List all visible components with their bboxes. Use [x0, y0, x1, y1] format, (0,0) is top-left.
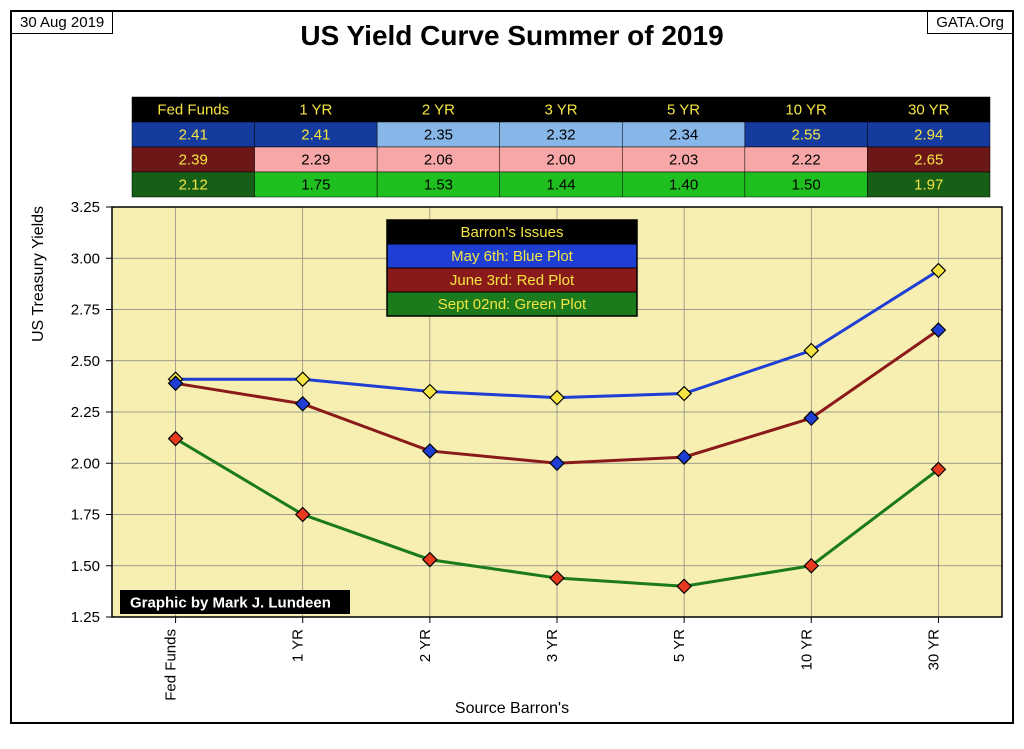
svg-text:10 YR: 10 YR — [785, 102, 827, 119]
svg-text:5 YR: 5 YR — [667, 102, 700, 119]
svg-text:Fed Funds: Fed Funds — [157, 102, 229, 119]
svg-text:1.97: 1.97 — [914, 177, 943, 194]
svg-text:June 3rd: Red Plot: June 3rd: Red Plot — [450, 272, 575, 289]
yield-curve-chart: 1.25 1.50 1.75 2.00 2.25 2.50 2.75 3.00 3.25 Fed … — [12, 12, 1012, 722]
svg-text:Barron's Issues: Barron's Issues — [461, 224, 564, 241]
svg-text:2.55: 2.55 — [792, 127, 821, 144]
svg-text:5 YR: 5 YR — [671, 629, 688, 662]
svg-text:2.12: 2.12 — [179, 177, 208, 194]
svg-text:2.39: 2.39 — [179, 152, 208, 169]
svg-text:3 YR: 3 YR — [544, 629, 561, 662]
svg-text:2.22: 2.22 — [792, 152, 821, 169]
svg-text:30 YR: 30 YR — [908, 102, 950, 119]
svg-text:10 YR: 10 YR — [798, 629, 815, 671]
svg-text:2.65: 2.65 — [914, 152, 943, 169]
svg-text:2.41: 2.41 — [179, 127, 208, 144]
svg-text:1.44: 1.44 — [546, 177, 575, 194]
svg-text:1 YR: 1 YR — [299, 102, 332, 119]
svg-text:2.35: 2.35 — [424, 127, 453, 144]
x-axis-label: Source Barron's — [12, 700, 1012, 718]
svg-text:1.25: 1.25 — [71, 609, 100, 626]
svg-text:2.06: 2.06 — [424, 152, 453, 169]
svg-text:2 YR: 2 YR — [422, 102, 455, 119]
svg-text:2.50: 2.50 — [71, 353, 100, 370]
chart-frame: 30 Aug 2019 GATA.Org US Yield Curve Summ… — [10, 10, 1014, 724]
svg-text:1.50: 1.50 — [792, 177, 821, 194]
svg-text:2.75: 2.75 — [71, 302, 100, 319]
svg-text:1.40: 1.40 — [669, 177, 698, 194]
svg-text:1.53: 1.53 — [424, 177, 453, 194]
svg-text:3.25: 3.25 — [71, 199, 100, 216]
svg-text:2.41: 2.41 — [301, 127, 330, 144]
y-axis-label: US Treasury Yields — [30, 206, 48, 342]
svg-text:1.75: 1.75 — [71, 507, 100, 524]
svg-text:2.25: 2.25 — [71, 404, 100, 421]
svg-text:2.94: 2.94 — [914, 127, 943, 144]
svg-text:Sept 02nd: Green Plot: Sept 02nd: Green Plot — [438, 296, 587, 313]
svg-text:1.50: 1.50 — [71, 558, 100, 575]
svg-text:Graphic by Mark J. Lundeen: Graphic by Mark J. Lundeen — [130, 594, 331, 611]
svg-text:Fed Funds: Fed Funds — [163, 629, 180, 701]
svg-text:30 YR: 30 YR — [925, 629, 942, 671]
svg-text:2.29: 2.29 — [301, 152, 330, 169]
svg-text:2.34: 2.34 — [669, 127, 698, 144]
svg-text:2.32: 2.32 — [546, 127, 575, 144]
svg-text:May 6th: Blue Plot: May 6th: Blue Plot — [451, 248, 574, 265]
svg-text:3.00: 3.00 — [71, 250, 100, 267]
svg-text:3 YR: 3 YR — [544, 102, 577, 119]
svg-text:2 YR: 2 YR — [417, 629, 434, 662]
svg-text:1.75: 1.75 — [301, 177, 330, 194]
svg-text:2.00: 2.00 — [546, 152, 575, 169]
svg-text:1 YR: 1 YR — [290, 629, 307, 662]
svg-text:2.03: 2.03 — [669, 152, 698, 169]
svg-text:2.00: 2.00 — [71, 455, 100, 472]
